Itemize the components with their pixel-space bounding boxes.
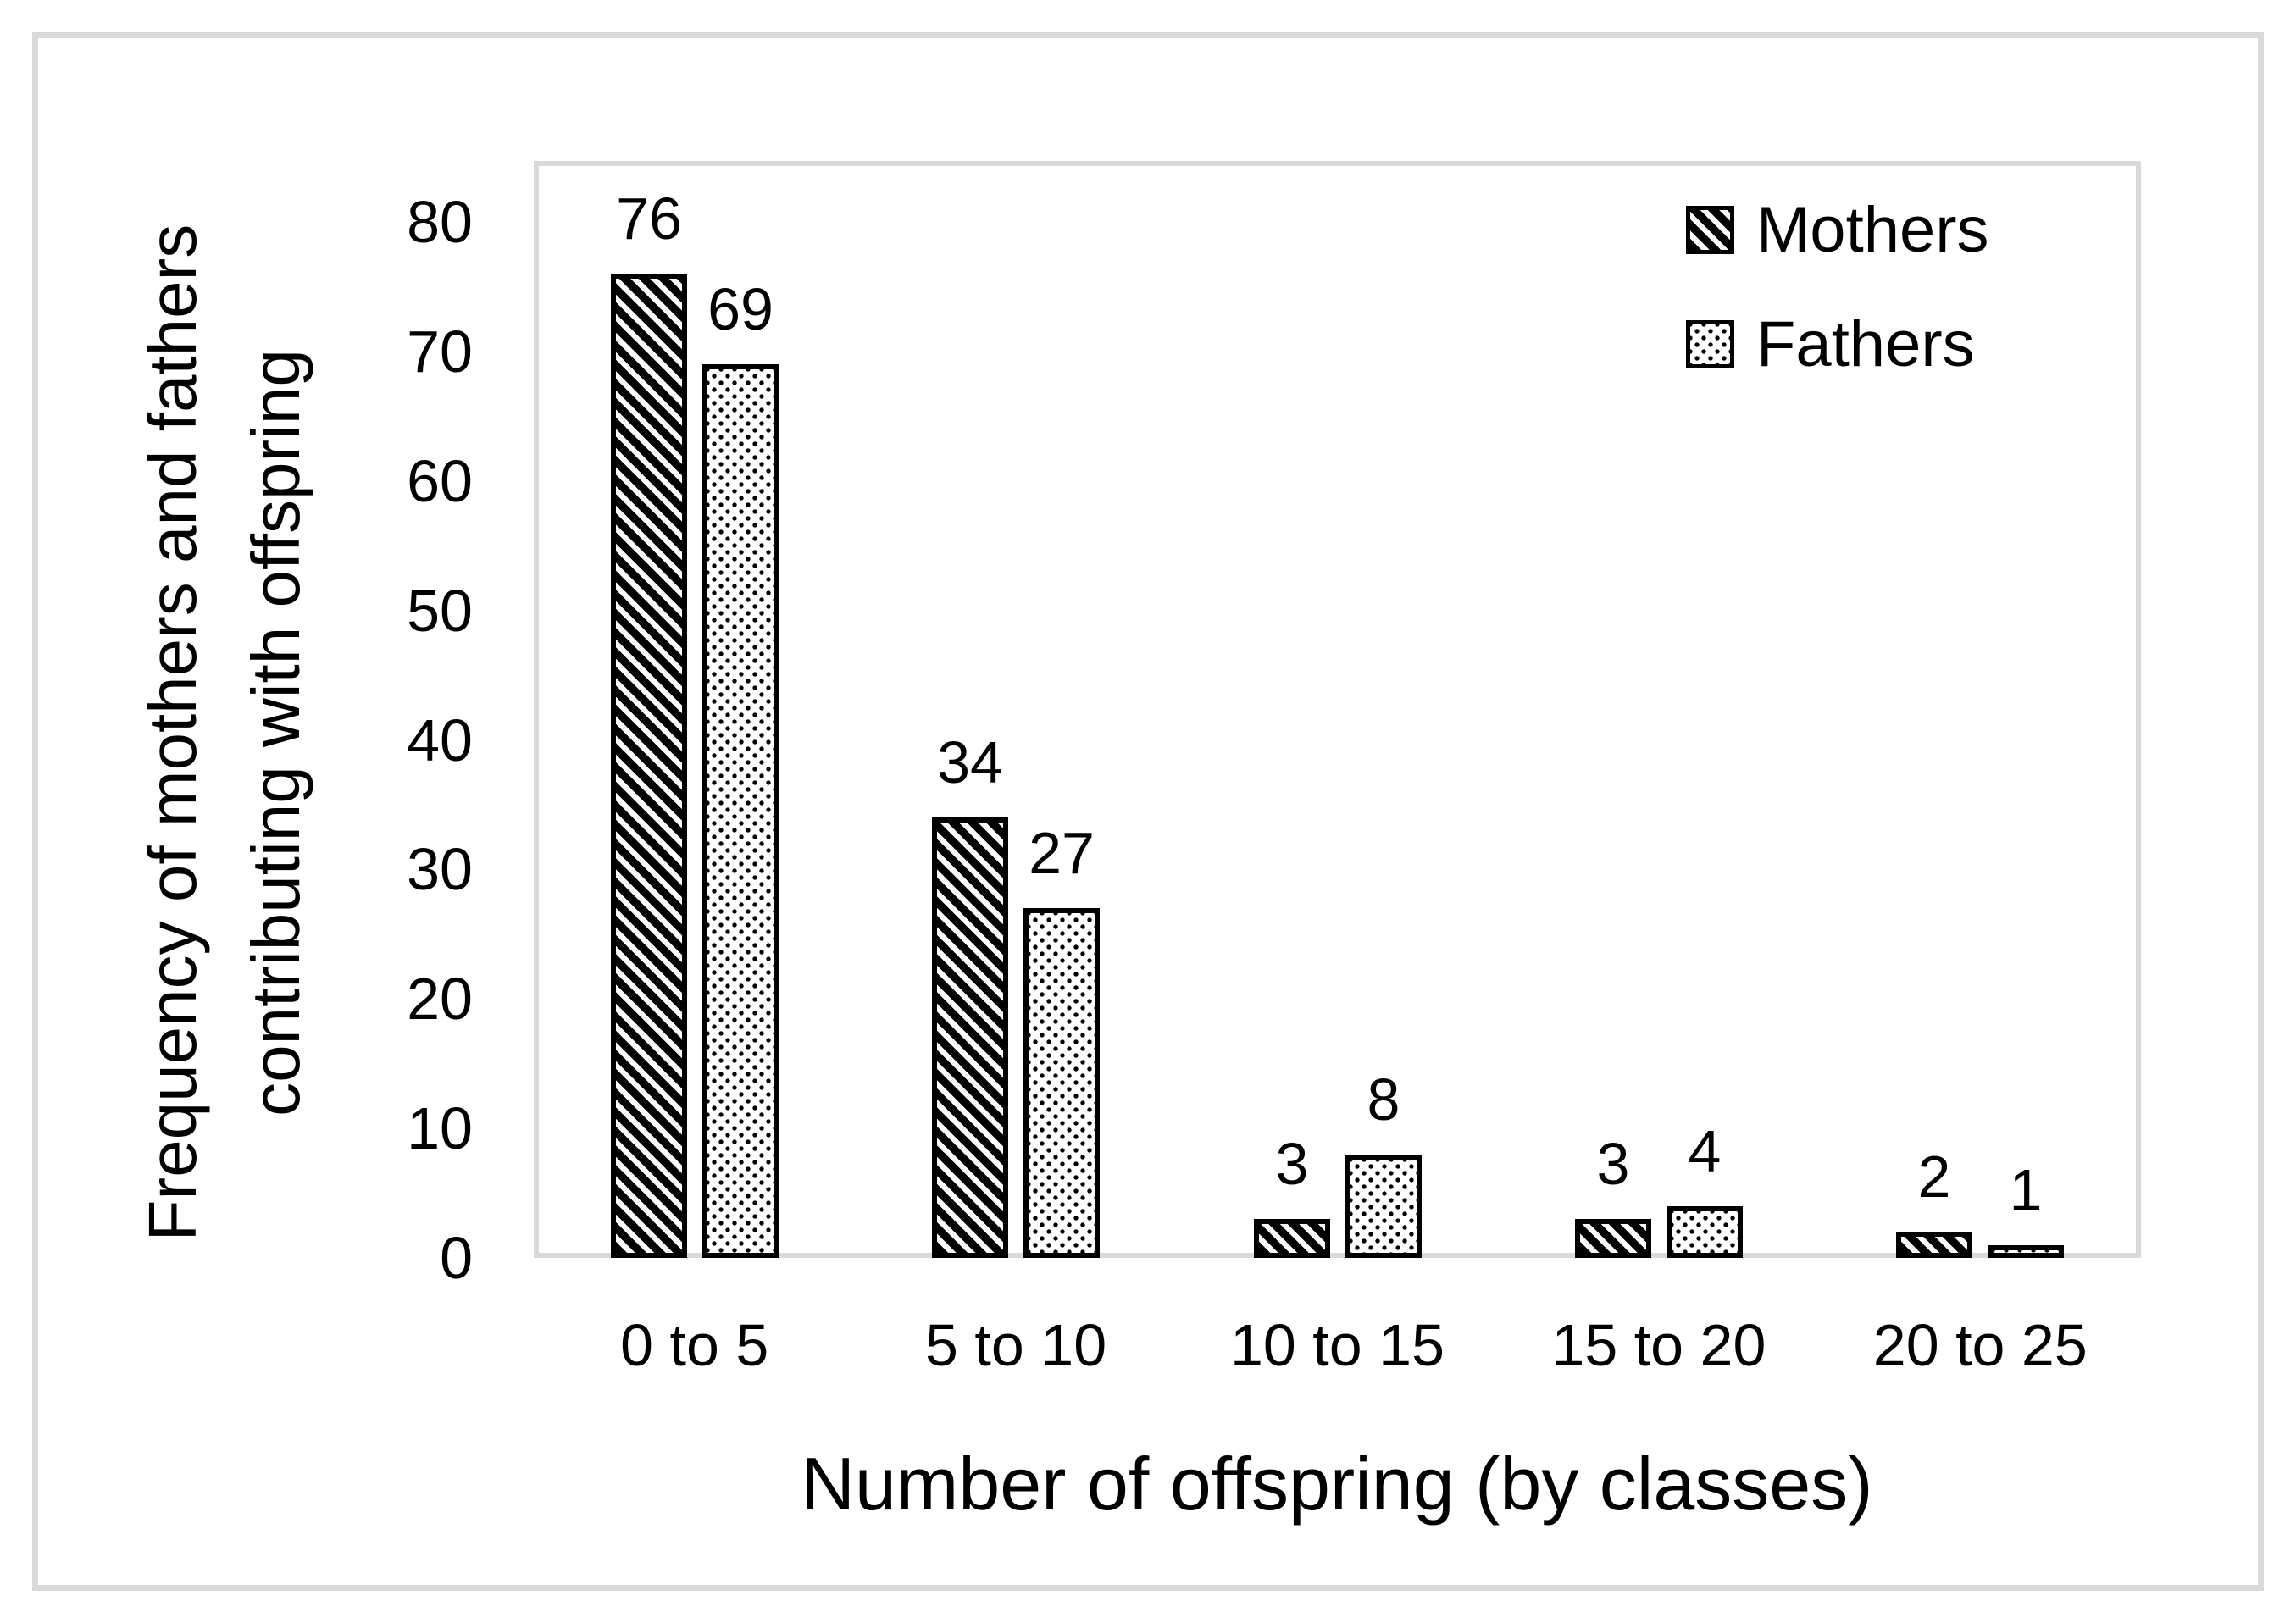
y-tick-label-60: 60 bbox=[407, 447, 473, 514]
bar-fathers-3 bbox=[1667, 1206, 1743, 1258]
value-label-fathers-2: 8 bbox=[1367, 1066, 1400, 1133]
bar-mothers-4 bbox=[1896, 1232, 1972, 1258]
value-label-fathers-4: 1 bbox=[2009, 1157, 2043, 1223]
y-axis-title-line-1: Frequency of mothers and fathers bbox=[135, 224, 210, 1242]
bar-mothers-1 bbox=[932, 817, 1008, 1258]
chart-outer-frame bbox=[32, 32, 2264, 1591]
value-label-fathers-3: 4 bbox=[1688, 1118, 1722, 1184]
y-tick-label-50: 50 bbox=[407, 577, 473, 644]
y-tick-label-30: 30 bbox=[407, 836, 473, 903]
legend-item-fathers: Fathers bbox=[1686, 312, 1989, 376]
y-tick-label-70: 70 bbox=[407, 318, 473, 385]
value-label-mothers-0: 76 bbox=[616, 186, 682, 252]
legend: Mothers Fathers bbox=[1686, 197, 1989, 435]
value-label-mothers-1: 34 bbox=[937, 729, 1003, 795]
plot-area bbox=[534, 161, 2141, 1258]
y-tick-label-10: 10 bbox=[407, 1095, 473, 1162]
value-label-mothers-4: 2 bbox=[1917, 1144, 1951, 1210]
x-axis-title: Number of offspring (by classes) bbox=[801, 1442, 1873, 1526]
bar-fathers-2 bbox=[1345, 1155, 1422, 1258]
bar-mothers-2 bbox=[1254, 1219, 1330, 1258]
value-label-fathers-1: 27 bbox=[1029, 820, 1095, 886]
bar-fathers-1 bbox=[1023, 908, 1100, 1258]
bar-fathers-4 bbox=[1988, 1245, 2064, 1258]
y-tick-label-80: 80 bbox=[407, 189, 473, 255]
y-tick-label-40: 40 bbox=[407, 706, 473, 773]
legend-item-mothers: Mothers bbox=[1686, 197, 1989, 262]
x-category-label-0: 0 to 5 bbox=[620, 1312, 769, 1378]
x-category-label-4: 20 to 25 bbox=[1872, 1312, 2088, 1378]
bar-fathers-0 bbox=[702, 364, 779, 1258]
value-label-mothers-2: 3 bbox=[1275, 1131, 1309, 1197]
mothers-stripe-swatch-icon bbox=[1686, 206, 1734, 254]
x-category-label-2: 10 to 15 bbox=[1230, 1312, 1445, 1378]
fathers-dots-swatch-icon bbox=[1686, 320, 1734, 368]
value-label-fathers-0: 69 bbox=[707, 276, 774, 342]
legend-label-mothers: Mothers bbox=[1756, 193, 1989, 266]
y-tick-label-0: 0 bbox=[440, 1225, 473, 1291]
y-tick-label-20: 20 bbox=[407, 966, 473, 1033]
bar-mothers-3 bbox=[1575, 1219, 1651, 1258]
legend-label-fathers: Fathers bbox=[1756, 307, 1975, 380]
x-category-label-1: 5 to 10 bbox=[925, 1312, 1107, 1378]
value-label-mothers-3: 3 bbox=[1596, 1131, 1630, 1197]
x-category-label-3: 15 to 20 bbox=[1551, 1312, 1766, 1378]
bar-mothers-0 bbox=[611, 274, 687, 1258]
